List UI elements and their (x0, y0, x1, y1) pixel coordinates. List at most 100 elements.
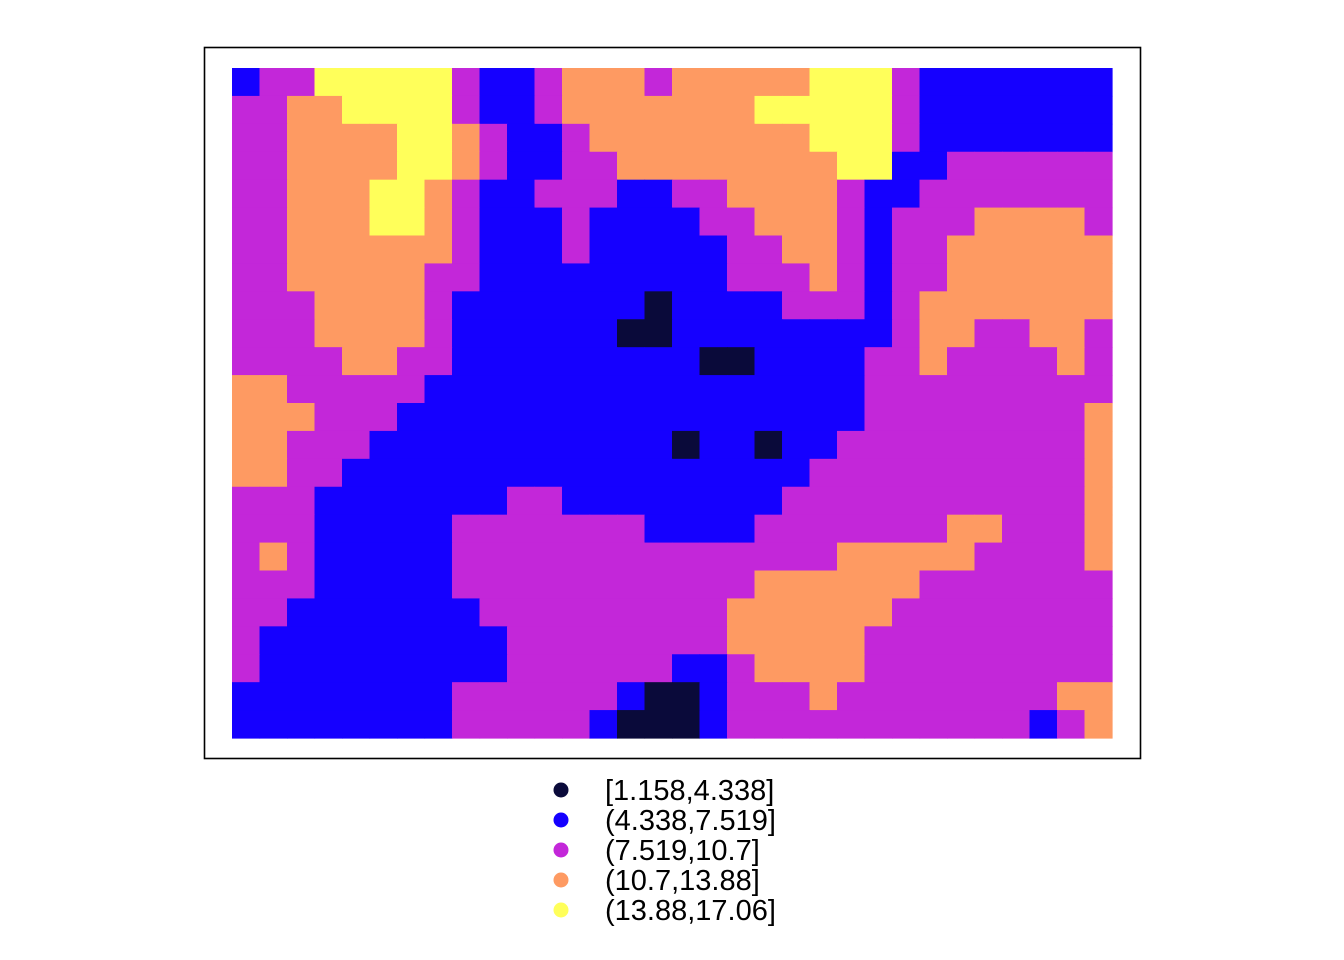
raster-cell (1029, 654, 1058, 683)
raster-cell (974, 403, 1003, 432)
raster-cell (892, 151, 921, 181)
raster-cell (424, 263, 453, 292)
raster-cell (589, 598, 618, 627)
raster-cell (1002, 654, 1031, 683)
raster-cell (782, 235, 811, 265)
raster-cell (287, 430, 316, 460)
raster-cell (534, 207, 563, 237)
raster-cell (479, 263, 508, 292)
raster-cell (452, 430, 481, 460)
raster-cell (1029, 403, 1058, 432)
raster-cell (1084, 291, 1113, 320)
raster-cell (754, 123, 783, 153)
raster-cell (699, 514, 728, 544)
raster-cell (892, 486, 921, 516)
raster-cell (259, 235, 288, 265)
raster-cell (1029, 486, 1058, 516)
raster-cell (919, 235, 948, 265)
raster-cell (232, 235, 261, 265)
raster-cell (919, 347, 948, 376)
raster-cell (644, 235, 673, 265)
raster-cell (369, 626, 398, 655)
raster-cell (1029, 123, 1058, 153)
raster-cell (727, 570, 756, 600)
raster-cell (232, 403, 261, 432)
raster-cell (314, 291, 343, 320)
raster-cell (1029, 347, 1058, 376)
raster-cell (1057, 347, 1086, 376)
raster-cell (342, 682, 371, 711)
raster-cell (314, 682, 343, 711)
raster-cell (287, 458, 316, 488)
raster-cell (754, 542, 783, 572)
raster-cell (947, 207, 976, 237)
raster-cell (864, 626, 893, 655)
raster-cell (919, 514, 948, 544)
raster-cell (919, 319, 948, 348)
legend-label: (10.7,13.88] (605, 865, 760, 897)
raster-cell (507, 598, 536, 627)
raster-cell (287, 95, 316, 125)
raster-cell (727, 207, 756, 237)
raster-cell (782, 347, 811, 376)
raster-cell (452, 542, 481, 572)
raster-cell (727, 291, 756, 320)
raster-cell (314, 710, 343, 739)
raster-cell (947, 95, 976, 125)
raster-cell (1002, 486, 1031, 516)
raster-cell (782, 123, 811, 153)
raster-cell (837, 486, 866, 516)
raster-cell (919, 95, 948, 125)
raster-cell (314, 347, 343, 376)
raster-cell (1084, 430, 1113, 460)
raster-cell (534, 123, 563, 153)
raster-cell (974, 151, 1003, 181)
raster-cell (1057, 68, 1086, 97)
raster-cell (919, 458, 948, 488)
raster-cell (424, 68, 453, 97)
raster-cell (699, 263, 728, 292)
raster-cell (864, 179, 893, 209)
raster-cell (617, 430, 646, 460)
raster-cell (259, 263, 288, 292)
raster-cell (892, 347, 921, 376)
raster-cell (809, 95, 838, 125)
raster-cell (507, 403, 536, 432)
raster-cell (342, 179, 371, 209)
raster-cell (287, 375, 316, 404)
raster-cell (727, 682, 756, 711)
raster-cell (727, 68, 756, 97)
raster-cell (479, 319, 508, 348)
raster-cell (479, 347, 508, 376)
raster-cell (644, 542, 673, 572)
raster-cell (672, 626, 701, 655)
raster-cell (974, 570, 1003, 600)
raster-cell (287, 403, 316, 432)
raster-cell (232, 319, 261, 348)
raster-cell (314, 403, 343, 432)
raster-cell (809, 626, 838, 655)
raster-cell (232, 654, 261, 683)
raster-cell (727, 626, 756, 655)
raster-cell (589, 347, 618, 376)
raster-cell (424, 151, 453, 181)
raster-cell (534, 319, 563, 348)
raster-cell (1029, 151, 1058, 181)
raster-cell (809, 486, 838, 516)
raster-cell (644, 179, 673, 209)
raster-cell (589, 486, 618, 516)
raster-cell (369, 291, 398, 320)
raster-cell (314, 514, 343, 544)
raster-cell (479, 542, 508, 572)
raster-cell (644, 458, 673, 488)
raster-cell (754, 207, 783, 237)
raster-cell (259, 207, 288, 237)
raster-cell (974, 347, 1003, 376)
raster-cell (699, 68, 728, 97)
raster-cell (837, 207, 866, 237)
raster-cell (369, 95, 398, 125)
raster-cell (892, 291, 921, 320)
raster-cell (259, 151, 288, 181)
raster-cells (232, 68, 1113, 739)
raster-cell (617, 95, 646, 125)
